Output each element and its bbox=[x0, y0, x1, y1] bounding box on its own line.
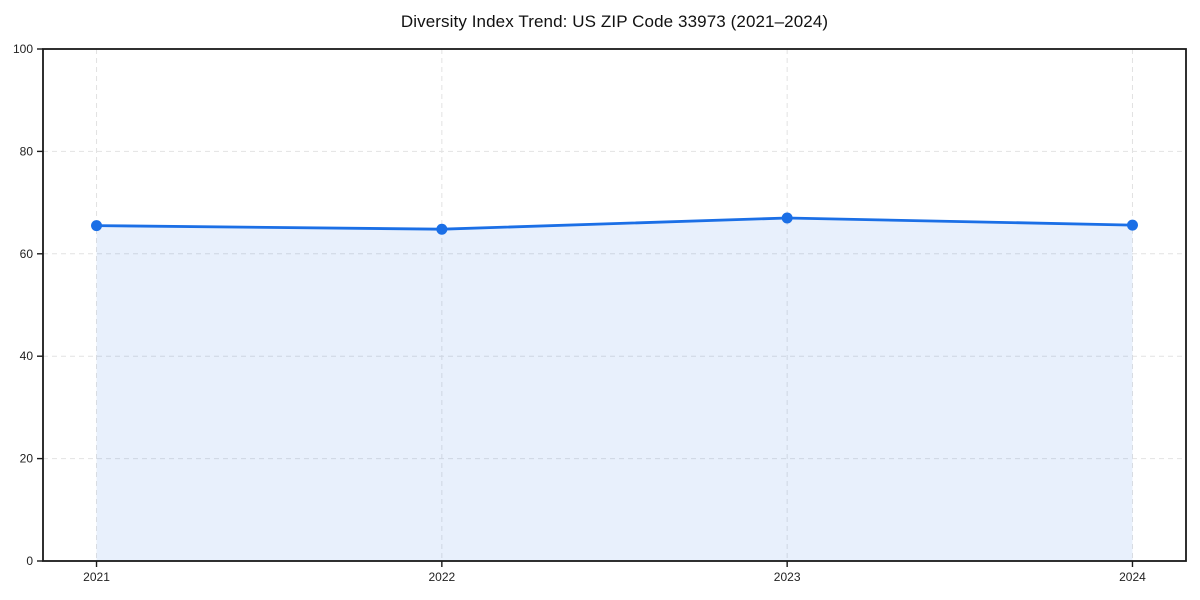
x-axis-tick-label: 2023 bbox=[774, 570, 801, 584]
data-point-marker bbox=[91, 220, 103, 232]
area-fill bbox=[96, 218, 1133, 561]
y-axis-tick-label: 100 bbox=[13, 42, 33, 56]
line-series bbox=[95, 216, 1134, 231]
y-axis-tick-label: 40 bbox=[20, 349, 34, 363]
x-axis-tick-label: 2022 bbox=[428, 570, 455, 584]
data-point-marker bbox=[1126, 219, 1138, 231]
x-axis-tick-label: 2021 bbox=[83, 570, 110, 584]
y-axis-tick-label: 0 bbox=[26, 554, 33, 568]
data-point-marker bbox=[436, 223, 448, 235]
plot-frame bbox=[42, 48, 1187, 562]
data-point-marker bbox=[781, 212, 793, 224]
y-axis-tick-label: 60 bbox=[20, 247, 34, 261]
y-axis-tick-label: 80 bbox=[20, 144, 34, 158]
y-axis-tick-label: 20 bbox=[20, 452, 34, 466]
chart-title: Diversity Index Trend: US ZIP Code 33973… bbox=[400, 12, 829, 31]
x-axis-tick-label: 2024 bbox=[1119, 570, 1146, 584]
